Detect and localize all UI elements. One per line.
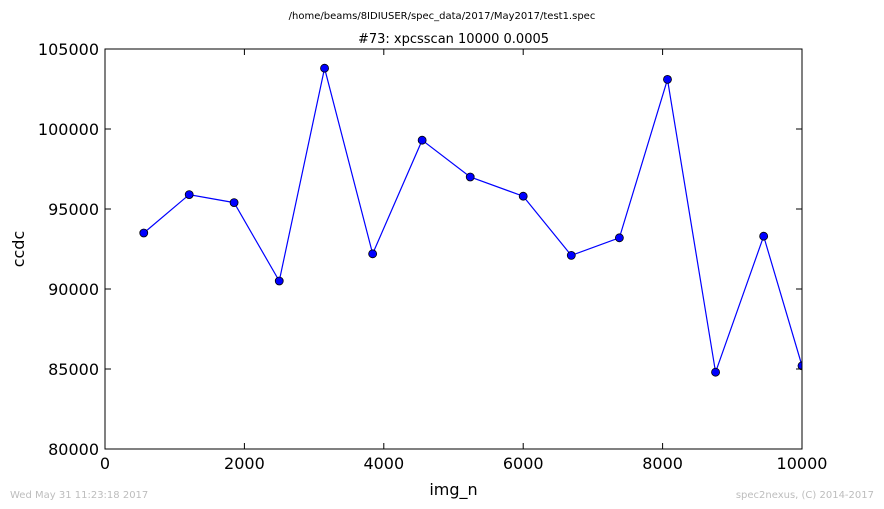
data-point	[711, 367, 720, 377]
series-line	[143, 68, 802, 373]
data-point	[614, 233, 624, 243]
y-axis-label: ccdc	[9, 231, 28, 268]
x-tick-label: 2000	[224, 454, 265, 473]
data-point	[797, 361, 802, 371]
data-point	[417, 135, 427, 145]
chart-title: #73: xpcsscan 10000 0.0005	[358, 32, 549, 47]
data-point	[229, 198, 239, 208]
plot-frame	[104, 48, 803, 450]
timestamp-footer: Wed May 31 11:23:18 2017	[10, 490, 148, 501]
data-point	[566, 250, 576, 260]
data-point	[368, 249, 378, 259]
plot-area: 0 2000 4000 6000 8000 10000 80000 85000 90000 95…	[38, 40, 828, 473]
x-axis-label: img_n	[429, 480, 477, 500]
y-axis: 80000 85000 90000 95000 100000 105000	[38, 40, 802, 459]
data-point	[320, 63, 329, 73]
y-tick-label: 85000	[48, 360, 99, 379]
data-point	[759, 231, 769, 241]
series-layer	[139, 63, 802, 377]
x-tick-label: 8000	[642, 454, 683, 473]
x-tick-label: 0	[100, 454, 110, 473]
y-tick-label: 95000	[48, 200, 99, 219]
y-tick-label: 105000	[38, 40, 99, 59]
data-point	[518, 191, 528, 201]
x-axis: 0 2000 4000 6000 8000 10000	[100, 49, 828, 473]
chart-suptitle: /home/beams/8IDIUSER/spec_data/2017/May2…	[289, 11, 596, 22]
x-tick-label: 6000	[503, 454, 544, 473]
credit-footer: spec2nexus, (C) 2014-2017	[736, 490, 874, 501]
x-tick-label: 4000	[363, 454, 404, 473]
data-point	[274, 276, 284, 286]
data-point	[465, 172, 475, 182]
data-point	[139, 228, 149, 238]
data-point	[184, 190, 194, 200]
y-tick-label: 80000	[48, 440, 99, 459]
y-tick-label: 100000	[38, 120, 99, 139]
data-point	[663, 75, 672, 84]
y-tick-label: 90000	[48, 280, 99, 299]
x-tick-label: 10000	[777, 454, 828, 473]
